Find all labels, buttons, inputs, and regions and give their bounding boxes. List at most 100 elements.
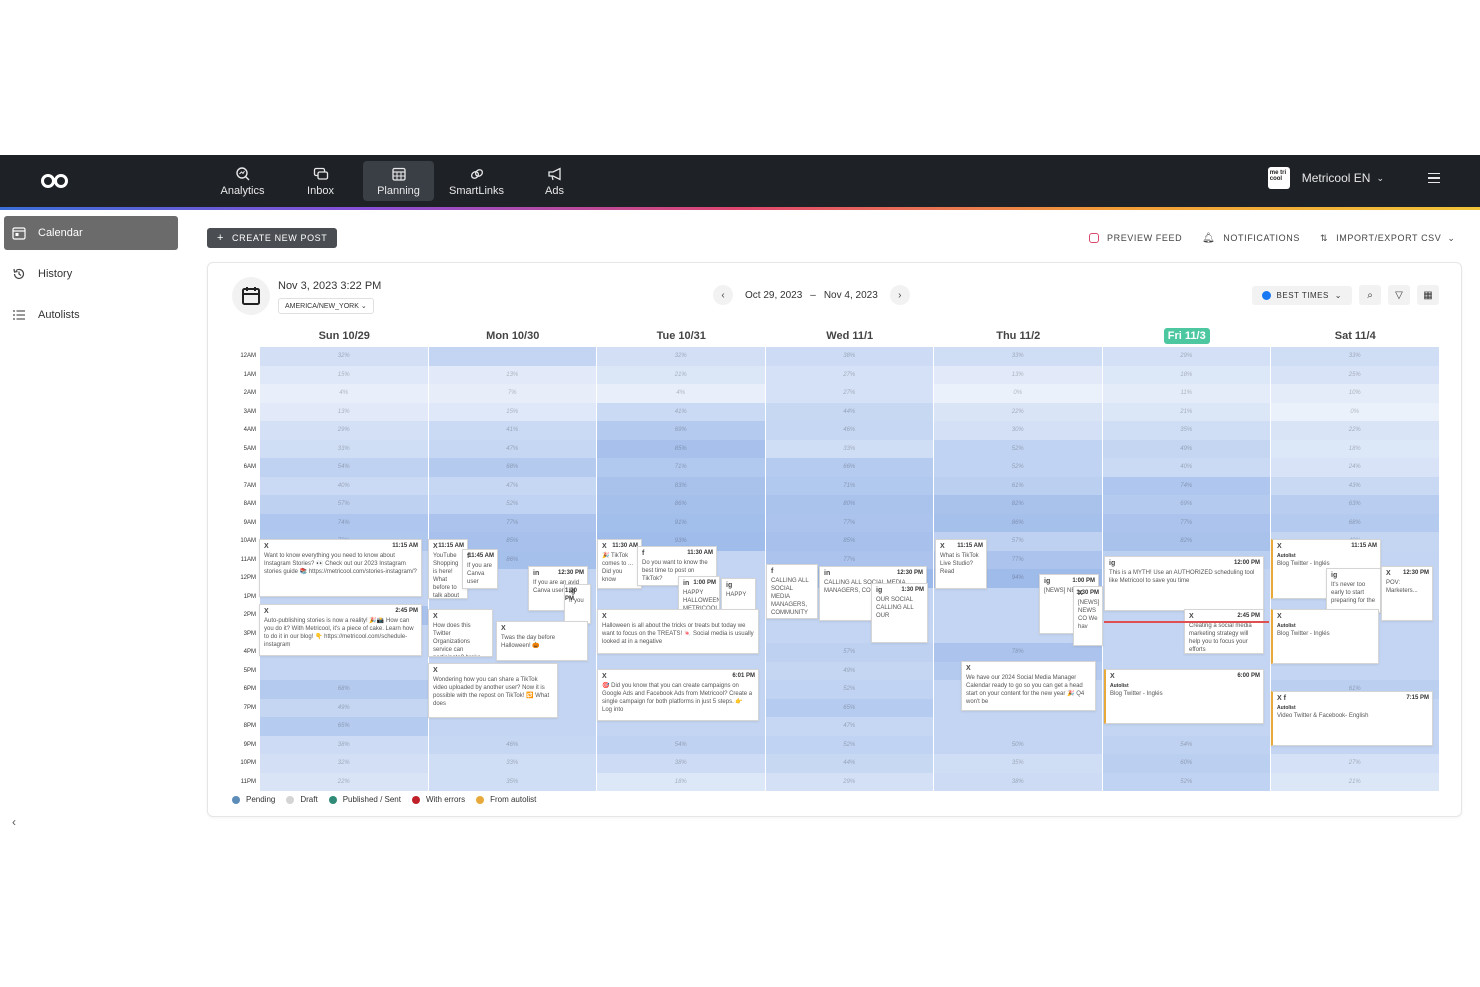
time-slot[interactable]: 47% — [428, 439, 596, 458]
time-slot[interactable]: 63% — [1271, 495, 1439, 514]
time-slot[interactable]: 32% — [597, 347, 765, 366]
time-slot[interactable]: 0% — [1271, 402, 1439, 421]
post-card[interactable]: X f 7:15 PM Autolist Video Twitter & Facebo… — [1271, 691, 1433, 746]
nav-smartlinks[interactable]: SmartLinks — [441, 161, 512, 201]
time-slot[interactable] — [597, 717, 765, 736]
time-slot[interactable]: 44% — [765, 754, 933, 773]
time-slot[interactable]: 86% — [934, 513, 1102, 532]
post-card[interactable]: X 11:15 AM YouTube Shopping is here! What … — [428, 539, 468, 599]
time-slot[interactable]: 65% — [260, 717, 428, 736]
time-slot[interactable]: 25% — [1271, 365, 1439, 384]
brand-avatar[interactable]: me tri cool — [1267, 167, 1290, 189]
time-slot[interactable] — [428, 347, 596, 366]
time-slot[interactable]: 33% — [765, 439, 933, 458]
post-card[interactable]: X Halloween is all about the tricks or tr… — [597, 609, 759, 654]
time-slot[interactable]: 7% — [428, 384, 596, 403]
post-card[interactable]: ig 12:00 PM This is a MYTH! Use an AUTHORI… — [1104, 556, 1264, 611]
time-slot[interactable]: 77% — [1102, 513, 1270, 532]
calendar-view-icon[interactable]: ▦ — [1417, 285, 1439, 305]
post-card[interactable]: X Twas the day before Halloween! 🎃 — [496, 621, 588, 661]
time-slot[interactable]: 13% — [428, 365, 596, 384]
time-slot[interactable]: 35% — [934, 754, 1102, 773]
time-slot[interactable]: 46% — [428, 735, 596, 754]
time-slot[interactable]: 0% — [934, 384, 1102, 403]
time-slot[interactable]: 29% — [1102, 347, 1270, 366]
calendar-picker-icon[interactable] — [232, 277, 270, 315]
post-card[interactable]: X How does this Twitter Organizations ser… — [428, 609, 493, 657]
hamburger-menu-icon[interactable] — [1428, 173, 1440, 183]
notifications-button[interactable]: 🔔︎ NOTIFICATIONS — [1202, 228, 1300, 248]
post-card[interactable]: X 2:45 PM Auto-publishing stories is now a… — [259, 604, 422, 656]
post-card[interactable]: X Autolist Blog Twitter - Inglés — [1271, 609, 1379, 664]
time-slot[interactable]: 49% — [1102, 439, 1270, 458]
time-slot[interactable]: 41% — [597, 402, 765, 421]
time-slot[interactable]: 85% — [765, 532, 933, 551]
time-slot[interactable]: 77% — [428, 513, 596, 532]
time-slot[interactable]: 68% — [260, 680, 428, 699]
post-card[interactable]: X 6:00 PM Autolist Blog Twitter - Inglés — [1104, 669, 1264, 724]
time-slot[interactable] — [934, 717, 1102, 736]
time-slot[interactable]: 83% — [597, 476, 765, 495]
time-slot[interactable]: 49% — [765, 661, 933, 680]
time-slot[interactable]: 29% — [260, 421, 428, 440]
time-slot[interactable]: 68% — [428, 458, 596, 477]
time-slot[interactable]: 54% — [260, 458, 428, 477]
time-slot[interactable]: 15% — [260, 365, 428, 384]
post-card[interactable]: X 6:01 PM 🎯 Did you know that you can crea… — [597, 669, 759, 721]
post-card[interactable]: ig 1:30 PM If you — [564, 584, 591, 624]
chevron-down-icon[interactable]: ⌄ — [1376, 172, 1384, 183]
time-slot[interactable]: 13% — [934, 365, 1102, 384]
post-card[interactable]: X 11:15 AM What is TikTok Live Studio? Rea… — [935, 539, 987, 589]
time-slot[interactable]: 47% — [428, 476, 596, 495]
time-slot[interactable]: 52% — [765, 680, 933, 699]
post-card[interactable]: X Wondering how you can share a TikTok vi… — [428, 663, 558, 718]
time-slot[interactable]: 82% — [934, 495, 1102, 514]
post-card[interactable]: f CALLING ALL SOCIAL MEDIA MANAGERS, COMM… — [766, 564, 818, 619]
time-slot[interactable]: 38% — [260, 735, 428, 754]
time-slot[interactable] — [428, 717, 596, 736]
time-slot[interactable]: 27% — [765, 384, 933, 403]
time-slot[interactable]: 15% — [428, 402, 596, 421]
post-card[interactable]: X We have our 2024 Social Media Manager C… — [961, 661, 1096, 711]
time-slot[interactable]: 57% — [765, 643, 933, 662]
time-slot[interactable]: 22% — [934, 402, 1102, 421]
time-slot[interactable]: 33% — [1271, 347, 1439, 366]
time-slot[interactable]: 47% — [765, 717, 933, 736]
time-slot[interactable]: 52% — [934, 439, 1102, 458]
time-slot[interactable]: 33% — [934, 347, 1102, 366]
time-slot[interactable]: 24% — [1271, 458, 1439, 477]
time-slot[interactable]: 22% — [1271, 421, 1439, 440]
post-card[interactable]: f 11:45 AM If you are Canva user — [462, 549, 498, 589]
sidebar-item-calendar[interactable]: Calendar — [4, 216, 178, 250]
sidebar-item-history[interactable]: History — [4, 257, 178, 291]
time-slot[interactable]: 74% — [1102, 476, 1270, 495]
time-slot[interactable]: 43% — [1271, 476, 1439, 495]
nav-analytics[interactable]: Analytics — [207, 161, 278, 201]
time-slot[interactable]: 85% — [428, 532, 596, 551]
time-slot[interactable]: 44% — [765, 402, 933, 421]
time-slot[interactable]: 11% — [1102, 384, 1270, 403]
import-export-button[interactable]: ⇅ IMPORT/EXPORT CSV ⌄ — [1320, 228, 1456, 248]
nav-inbox[interactable]: Inbox — [285, 161, 356, 201]
time-slot[interactable]: 4% — [597, 384, 765, 403]
time-slot[interactable]: 71% — [597, 458, 765, 477]
post-card[interactable]: X 11:30 AM 🎉 TikTok comes to ... Did you k… — [597, 539, 642, 589]
time-slot[interactable]: 18% — [1102, 365, 1270, 384]
time-slot[interactable]: 38% — [765, 347, 933, 366]
time-slot[interactable]: 71% — [765, 476, 933, 495]
time-slot[interactable]: 35% — [1102, 421, 1270, 440]
time-slot[interactable]: 77% — [765, 513, 933, 532]
filter-icon[interactable]: ▽ — [1388, 285, 1410, 305]
time-slot[interactable]: 74% — [260, 513, 428, 532]
time-slot[interactable] — [260, 661, 428, 680]
time-slot[interactable]: 52% — [1102, 772, 1270, 791]
time-slot[interactable]: 32% — [260, 347, 428, 366]
nav-planning[interactable]: Planning — [363, 161, 434, 201]
prev-week-button[interactable]: ‹ — [713, 285, 733, 305]
time-slot[interactable]: 52% — [428, 495, 596, 514]
time-slot[interactable]: 22% — [260, 772, 428, 791]
time-slot[interactable]: 61% — [934, 476, 1102, 495]
time-slot[interactable]: 30% — [934, 421, 1102, 440]
post-card[interactable]: X 1:30 PM [NEWS] NEWS CO We hav — [1073, 586, 1103, 646]
post-card[interactable]: X 12:30 PM POV: Marketers... — [1381, 566, 1433, 621]
